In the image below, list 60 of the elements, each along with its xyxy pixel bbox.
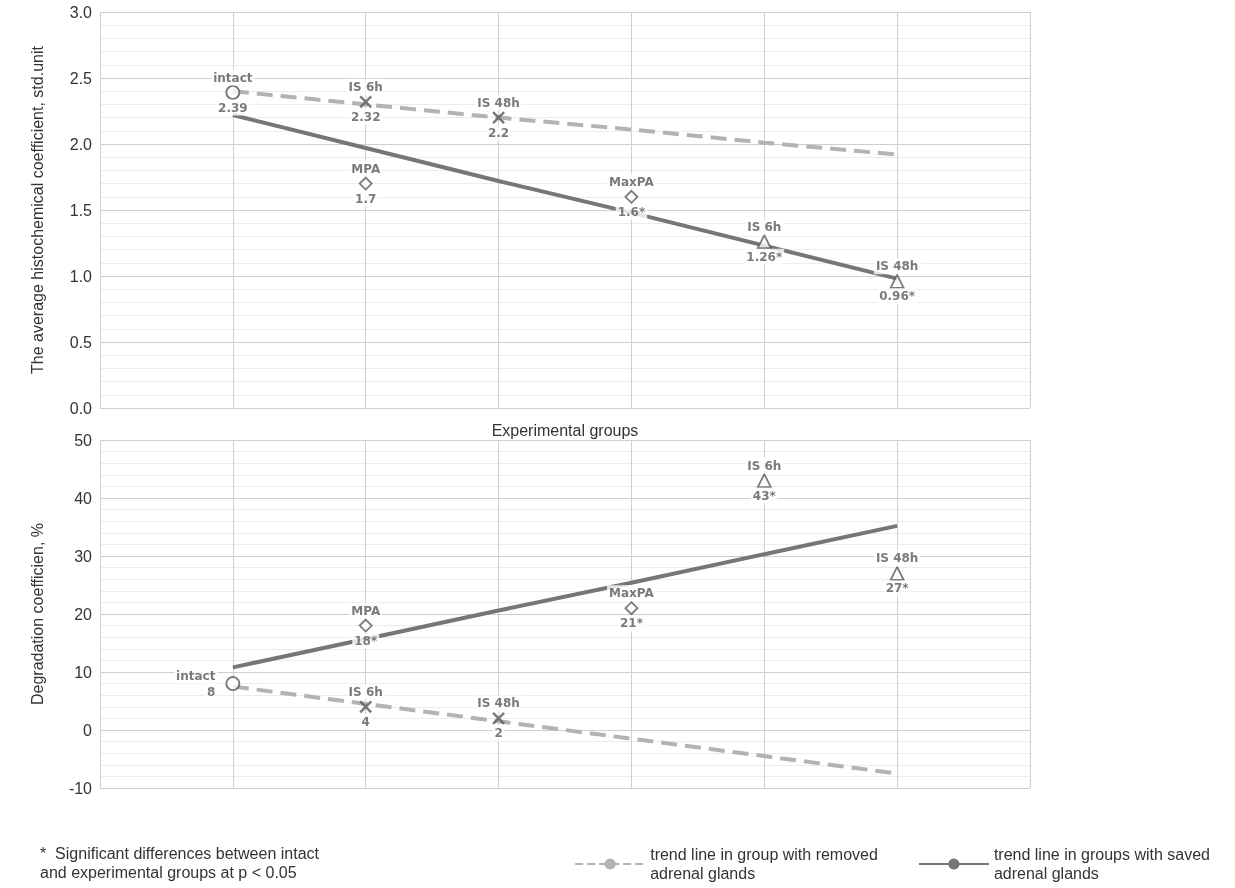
y-tick-label: 10	[74, 663, 93, 681]
y-tick-label: 50	[74, 431, 93, 449]
data-label: 2.2	[487, 125, 510, 140]
data-label: 1.7	[355, 191, 377, 206]
y-tick-label: 2.5	[69, 69, 93, 87]
y-tick-label: 2.0	[69, 135, 93, 153]
data-label: 1.26*	[746, 249, 783, 264]
series-label: MaxPA	[609, 174, 655, 189]
point	[491, 110, 506, 125]
text: * Significant differences between intact and experimental groups at p < 0.05	[40, 845, 320, 881]
series-label: intact	[213, 70, 253, 85]
data-label: 2.32	[350, 109, 381, 124]
series-label: MPA	[351, 603, 381, 618]
y-axis-title: The average histochemical coefficient, std.unit	[28, 45, 46, 374]
series-label: IS 6h	[747, 219, 782, 234]
data-label: 0.96*	[879, 289, 916, 304]
data-label: 8	[207, 684, 216, 699]
y-tick-label: 0.0	[69, 399, 93, 417]
series-label: IS 6h	[747, 458, 782, 473]
point	[889, 273, 905, 289]
y-tick-label: 20	[74, 605, 93, 623]
point	[491, 711, 506, 726]
series-label: IS 6h	[348, 79, 383, 94]
y-tick-label: -10	[68, 779, 93, 797]
data-label: 4	[361, 714, 370, 729]
data-label: 27*	[885, 581, 910, 596]
series-label: IS 48h	[875, 551, 919, 566]
data-label: 2	[494, 726, 503, 741]
y-axis-title: Degradation coefficien, %	[28, 522, 46, 706]
point	[358, 700, 373, 714]
point	[756, 234, 772, 250]
legend-label: trend line in group with removed adrenal glands	[650, 846, 878, 882]
series-label: MaxPA	[609, 586, 655, 601]
y-tick-label: 0.5	[69, 333, 93, 351]
legend-label: trend line in groups with saved adrenal glands	[993, 846, 1210, 882]
series-label: intact	[176, 668, 216, 683]
y-tick-label: 1.5	[69, 201, 93, 219]
point	[624, 189, 639, 204]
y-tick-label: 0	[83, 721, 93, 739]
series-label: IS 48h	[477, 696, 520, 711]
point	[624, 601, 639, 616]
data-label: 21*	[619, 616, 644, 631]
point	[358, 176, 373, 191]
series-label: IS 48h	[477, 95, 520, 110]
data-label: 43*	[752, 488, 777, 503]
y-tick-label: 40	[74, 489, 93, 507]
series-label: IS 48h	[875, 259, 919, 274]
y-tick-label: 30	[74, 547, 93, 565]
y-tick-label: 1.0	[69, 267, 93, 285]
series-label: MPA	[351, 161, 381, 176]
point	[756, 473, 772, 488]
point	[358, 95, 373, 109]
y-tick-label: 3.0	[69, 3, 93, 21]
point	[358, 618, 373, 633]
data-label: 2.39	[218, 100, 248, 115]
series-label: IS 6h	[348, 684, 383, 699]
point	[225, 676, 241, 691]
point	[889, 566, 905, 581]
x-axis-title: Experimental groups	[491, 421, 639, 439]
point	[225, 85, 241, 100]
